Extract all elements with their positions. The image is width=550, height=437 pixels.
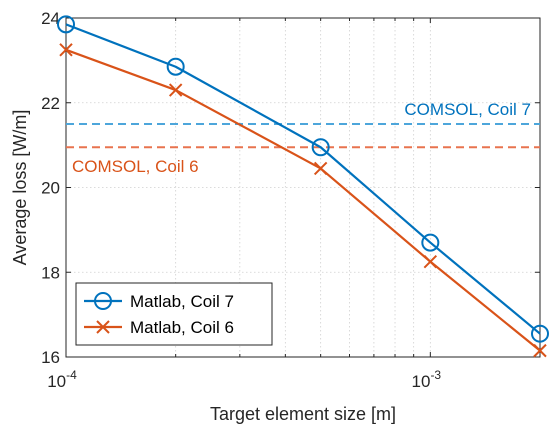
reference-lines: COMSOL, Coil 7 COMSOL, Coil 6 bbox=[66, 100, 540, 176]
y-tick-label: 16 bbox=[41, 348, 60, 367]
y-tick-label: 20 bbox=[41, 179, 60, 198]
legend: Matlab, Coil 7 Matlab, Coil 6 bbox=[75, 282, 273, 346]
series bbox=[57, 15, 549, 358]
data-point-marker bbox=[313, 161, 328, 176]
data-point-marker bbox=[168, 83, 183, 97]
legend-label: Matlab, Coil 7 bbox=[130, 292, 234, 311]
x-axis-ticks: 10-4 10-3 bbox=[47, 18, 541, 391]
data-point-marker bbox=[421, 233, 440, 252]
y-tick-label: 18 bbox=[41, 263, 60, 282]
y-axis-ticks: 16 18 20 22 24 bbox=[41, 9, 540, 367]
x-axis-label: Target element size [m] bbox=[210, 404, 396, 424]
y-tick-label: 24 bbox=[41, 9, 60, 28]
reference-label: COMSOL, Coil 6 bbox=[72, 157, 199, 176]
data-point-marker bbox=[166, 57, 185, 76]
data-point-marker bbox=[423, 254, 438, 269]
y-tick-label: 22 bbox=[41, 94, 60, 113]
data-point-marker bbox=[96, 320, 110, 334]
data-point-marker bbox=[531, 324, 549, 343]
data-point-marker bbox=[311, 138, 330, 157]
y-axis-label: Average loss [W/m] bbox=[10, 110, 30, 266]
legend-box bbox=[75, 282, 273, 346]
data-point-marker bbox=[533, 343, 547, 358]
legend-label: Matlab, Coil 6 bbox=[130, 318, 234, 337]
reference-label: COMSOL, Coil 7 bbox=[404, 100, 531, 119]
data-point-marker bbox=[57, 15, 75, 34]
series-line bbox=[65, 23, 541, 335]
data-point-marker bbox=[59, 43, 73, 57]
data-point-marker bbox=[94, 292, 112, 310]
x-tick-label: 10-3 bbox=[412, 368, 442, 391]
x-tick-label: 10-4 bbox=[47, 368, 77, 391]
